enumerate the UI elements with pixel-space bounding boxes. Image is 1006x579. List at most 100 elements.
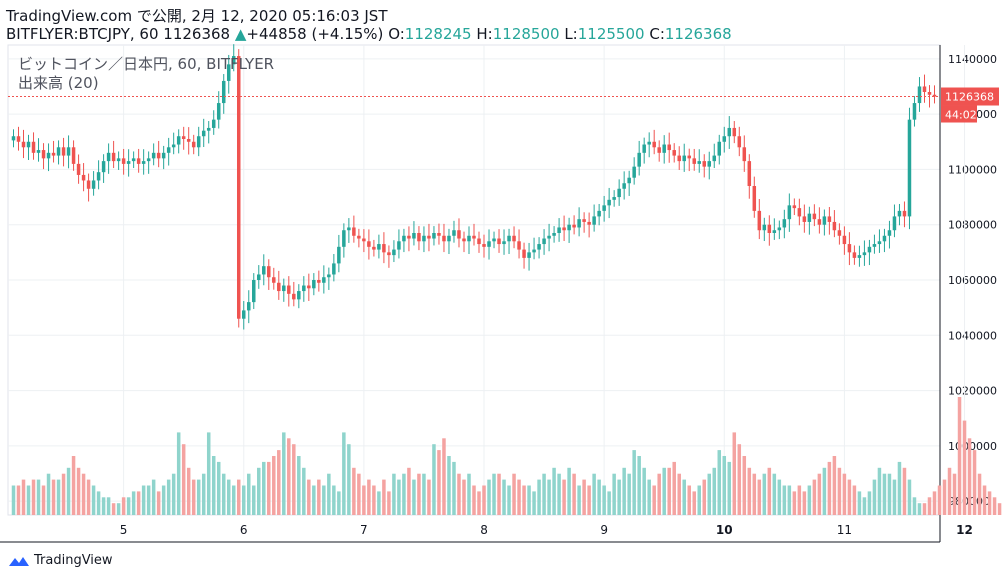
volume-bar [91,485,96,515]
tradingview-logo[interactable]: TradingView [8,553,113,568]
volume-bar [101,497,106,515]
candle [297,284,301,309]
last-price-text: 1126368 [945,91,994,104]
candle [111,140,116,169]
candle [582,212,586,233]
candle-body [382,244,386,253]
volume-bar [442,438,446,515]
candle-body [46,152,51,159]
volume-bar [862,497,867,515]
volume-bar [56,479,61,515]
candle [392,240,396,263]
candle [802,204,807,233]
volume-bar [867,491,872,515]
candle [607,187,611,219]
candle [66,135,71,169]
volume-bar [201,473,206,515]
candle-body [847,244,852,253]
candle [867,239,872,266]
candle [81,163,86,192]
candle [487,229,491,260]
candle [792,198,797,216]
candle-body [161,152,166,159]
candle-body [532,249,536,253]
volume-bar [397,479,401,515]
candle [887,220,892,249]
candle-body [422,235,426,242]
x-tick-label: 11 [837,523,852,537]
candle-body [86,180,91,189]
volume-bar [116,503,121,515]
volume-bar [562,479,566,515]
candle [897,203,902,226]
candle-body [327,274,331,278]
volume-bar [432,444,436,515]
volume-bar [41,485,46,515]
volume-legend: 出来高 (20) [18,74,99,92]
volume-bar [51,479,56,515]
volume-bar [136,491,141,515]
candle [236,49,241,328]
volume-bar [512,473,516,515]
candle-body [632,166,636,178]
candle [317,270,321,292]
x-tick-label: 5 [120,523,128,537]
candle [502,229,506,255]
candle-body [171,144,176,148]
volume-bar [477,491,481,515]
candle [131,151,136,169]
symbol-label: BITFLYER:BTCJPY, 60 [6,25,159,43]
candle-body [867,246,872,253]
volume-bar [427,479,431,515]
candle-body [627,177,631,184]
candle-body [257,274,261,280]
candle-body [231,56,236,65]
candle-body [106,152,111,162]
volume-bar [407,467,411,515]
candle [547,223,551,252]
candle [847,232,852,266]
candle-body [342,230,346,247]
candle-body [26,141,31,148]
volume-bar [372,485,376,515]
candle [257,265,261,289]
candle-body [492,238,496,242]
candle-body [882,235,887,242]
candle [277,270,281,300]
x-tick-label: 8 [480,523,488,537]
candle [542,229,546,255]
volume-bar [962,420,967,515]
candle [267,259,271,290]
candle [191,134,196,155]
volume-bar [247,473,251,515]
candle-body [822,216,827,225]
candle [567,217,571,243]
candle [877,229,882,253]
candle-body [317,280,321,283]
candle [357,228,361,248]
candle-body [337,246,341,264]
candle-body [777,227,782,231]
volume-bar [547,479,551,515]
candle [342,223,346,258]
x-tick-label: 9 [600,523,608,537]
candle-body [577,219,581,228]
y-tick-label: 1040000 [948,329,997,342]
volume-bar [527,485,531,515]
volume-bar [61,473,66,515]
volume-bar [297,456,301,515]
volume-bar [702,479,707,515]
candle-body [677,155,681,162]
volume-bar [767,467,772,515]
y-tick-label: 1100000 [948,163,997,176]
candle [287,276,291,307]
candle-body [887,230,892,236]
candle-body [792,205,797,209]
candle [757,198,762,240]
candle-body [236,56,241,319]
candle-body [642,144,646,153]
volume-bar [622,467,626,515]
high-label: H: [476,25,493,43]
candle [432,226,436,246]
